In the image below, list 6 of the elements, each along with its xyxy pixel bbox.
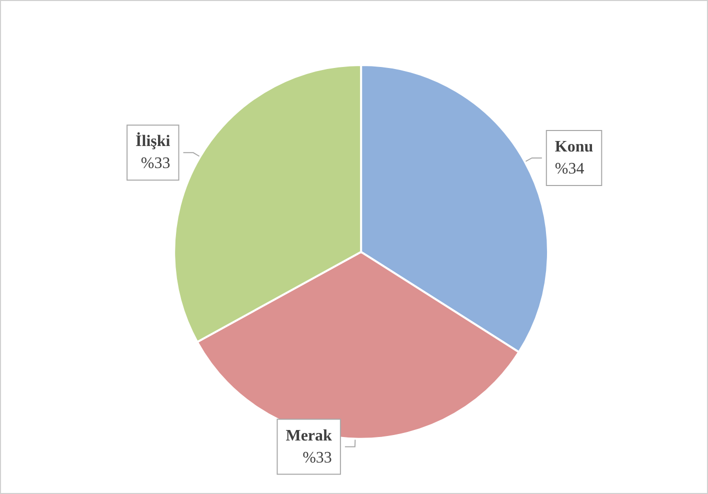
slice-label: İlişki [136, 132, 171, 150]
data-label: %33 [302, 449, 332, 466]
data-label: %33 [140, 155, 170, 172]
slice-label: Merak [286, 427, 332, 444]
data-label: %34 [554, 160, 584, 178]
slice-label: Konu [554, 138, 594, 156]
